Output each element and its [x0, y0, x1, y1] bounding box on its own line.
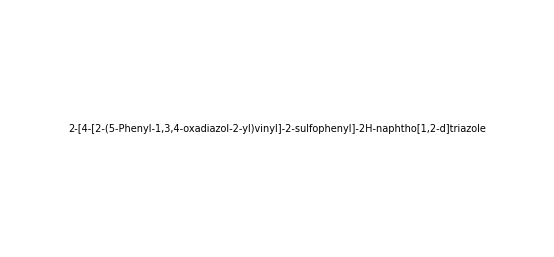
Text: 2-[4-[2-(5-Phenyl-1,3,4-oxadiazol-2-yl)vinyl]-2-sulfophenyl]-2H-naphtho[1,2-d]tr: 2-[4-[2-(5-Phenyl-1,3,4-oxadiazol-2-yl)v… [68, 124, 486, 133]
